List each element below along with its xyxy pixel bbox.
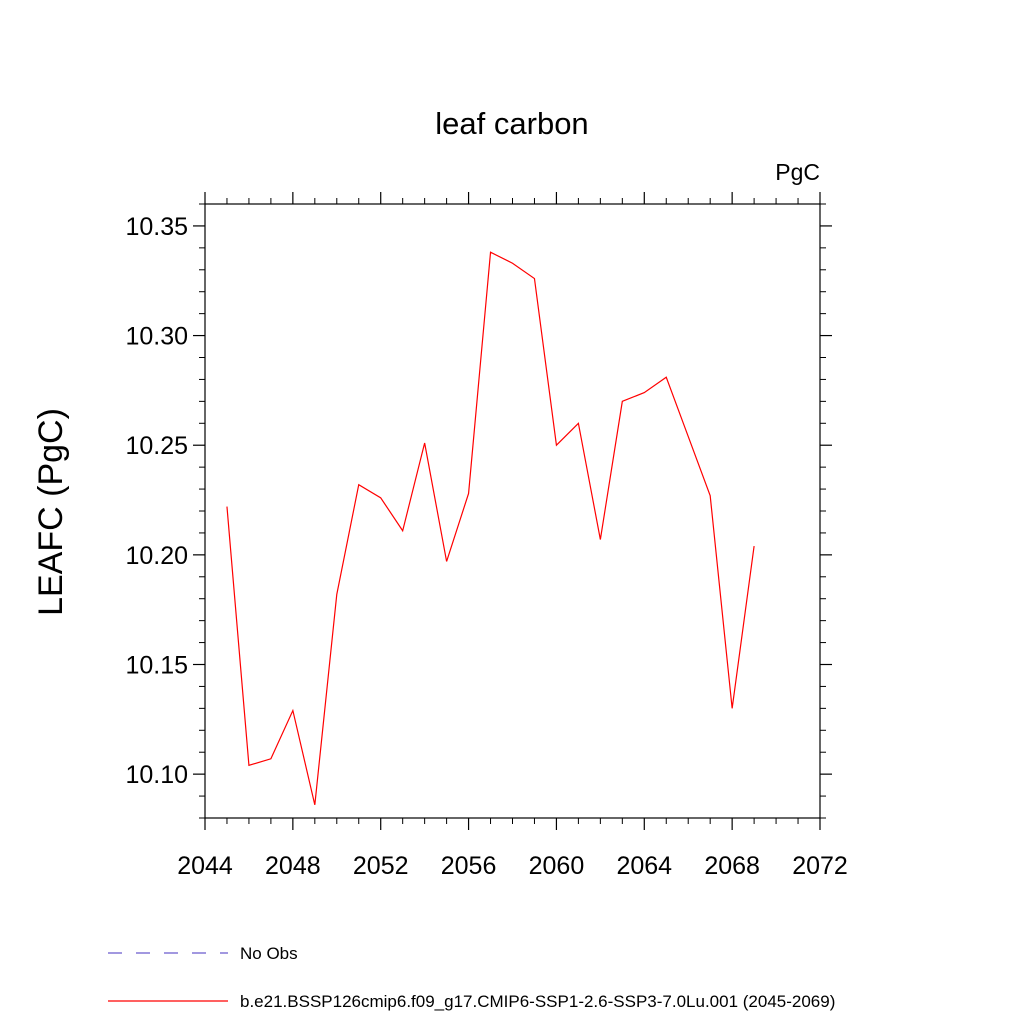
- y-tick-label: 10.15: [125, 652, 188, 680]
- y-tick-label: 10.30: [125, 323, 188, 351]
- y-tick-label: 10.10: [125, 761, 188, 789]
- y-axis: 10.10 10.15 10.20 10.25 10.30 10.35: [125, 213, 832, 789]
- minor-ticks: [199, 198, 826, 824]
- y-tick-label: 10.25: [125, 432, 188, 460]
- x-tick-label: 2048: [265, 852, 321, 880]
- y-axis-label: LEAFC (PgC): [32, 408, 70, 616]
- y-tick-label: 10.35: [125, 213, 188, 241]
- series-layer: [226, 251, 755, 805]
- legend: No Obs b.e21.BSSP126cmip6.f09_g17.CMIP6-…: [108, 944, 835, 1011]
- x-tick-label: 2064: [616, 852, 672, 880]
- x-tick-label: 2052: [353, 852, 409, 880]
- x-tick-label: 2068: [704, 852, 760, 880]
- legend-label-model-run: b.e21.BSSP126cmip6.f09_g17.CMIP6-SSP1-2.…: [240, 992, 835, 1011]
- x-tick-label: 2072: [792, 852, 848, 880]
- chart-title: leaf carbon: [435, 106, 588, 141]
- x-axis: 2044 2048 2052 2056 2060 2064 2068 2072: [177, 192, 848, 880]
- x-tick-label: 2060: [529, 852, 585, 880]
- units-label: PgC: [775, 159, 820, 185]
- x-tick-label: 2056: [441, 852, 497, 880]
- x-tick-label: 2044: [177, 852, 233, 880]
- series-line-0: [226, 251, 755, 805]
- plot-frame: [204, 203, 821, 819]
- y-tick-label: 10.20: [125, 542, 188, 570]
- legend-label-no-obs: No Obs: [240, 944, 298, 963]
